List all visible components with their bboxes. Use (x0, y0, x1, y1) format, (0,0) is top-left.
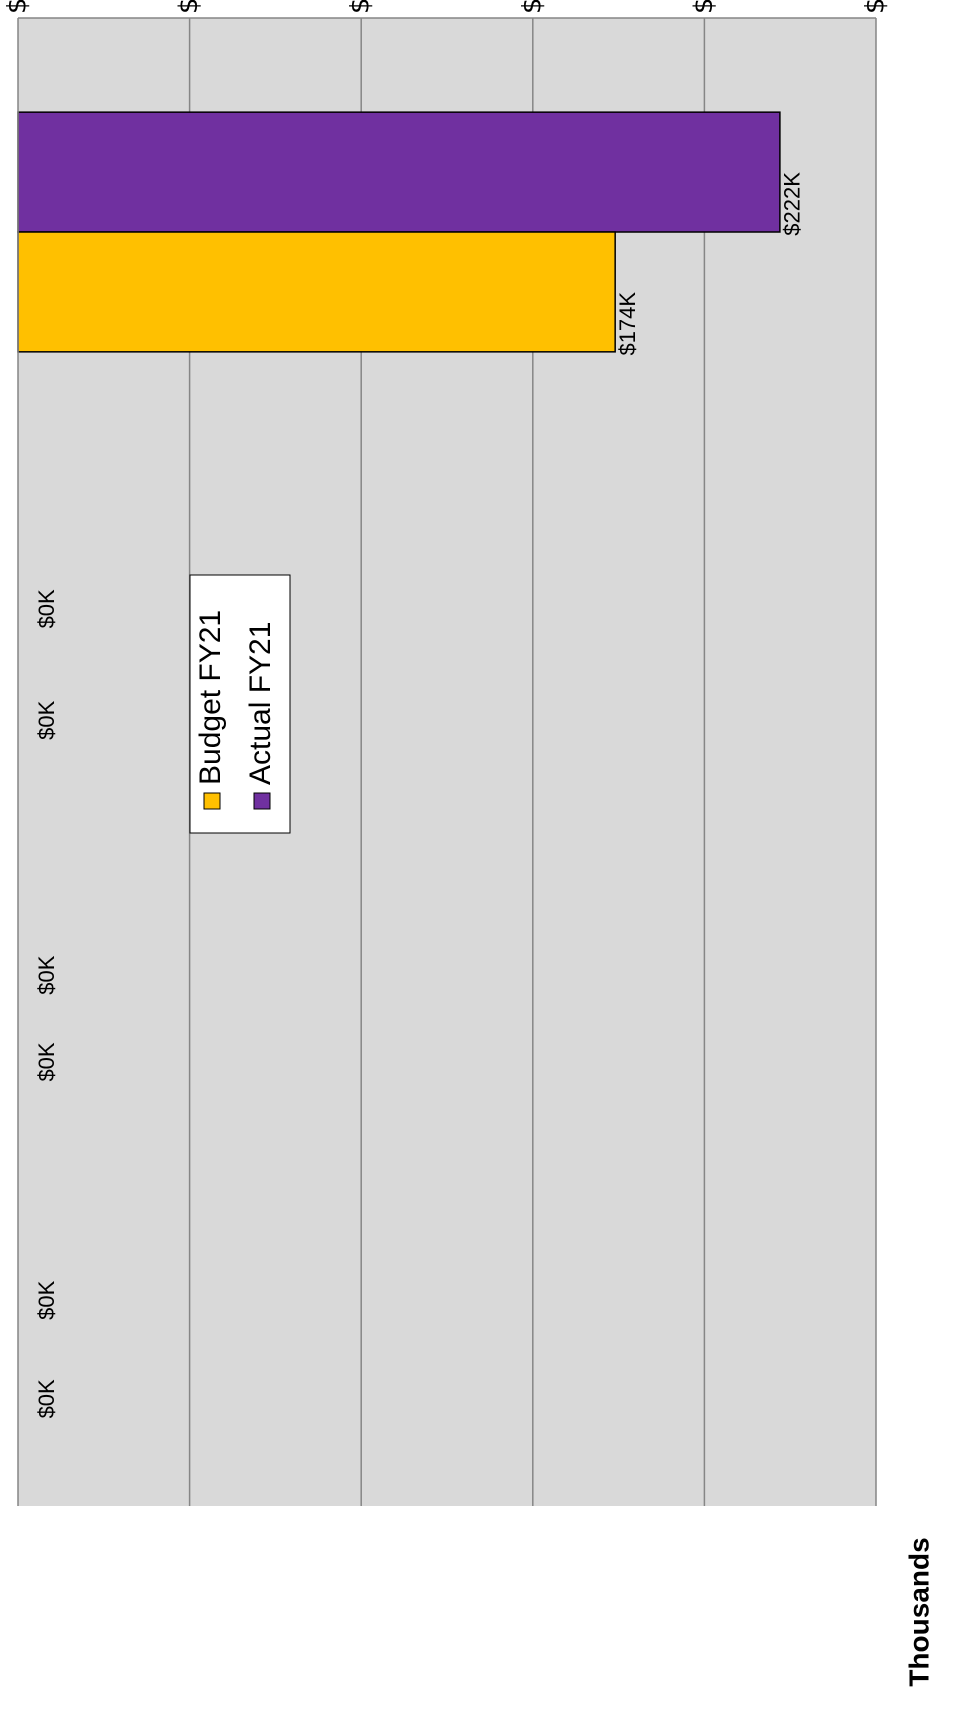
legend-box (189, 574, 291, 834)
category-label-text: Transfer to Capital Budget (TDA- (0, 463, 1, 828)
bar (17, 231, 616, 353)
rotated-chart-group: $0 $50 $100 $150 $200 $250 $222K $174K Transfer … (0, 0, 934, 1687)
value-tick-label-text: $0 (3, 0, 33, 14)
category-label: Transfer to Capital Budget ( 2016 (0, 48, 1, 417)
legend-swatch (253, 792, 271, 810)
data-label-text: $174K (615, 292, 640, 356)
data-label-text: $222K (780, 172, 805, 236)
data-label-text: $0K (34, 1280, 59, 1319)
data-label: $0K (34, 589, 59, 628)
data-label-text: $0K (34, 955, 59, 994)
legend-label-text: Budget FY21 (194, 610, 227, 785)
value-tick-label: $0 (3, 0, 33, 14)
category-label-text: Transfers to COVID Reserves* (0, 1159, 1, 1500)
category-label: Transfer to Operating and (0, 856, 1, 1141)
data-label-text: $0K (34, 700, 59, 739)
data-label-text: $0K (34, 1379, 59, 1418)
bar (17, 111, 781, 233)
value-tick-label-text: $50 (174, 0, 204, 14)
category-label-text: Transfer to Operating and (0, 856, 1, 1141)
data-label: $0K (34, 1280, 59, 1319)
data-label: $222K (780, 172, 805, 236)
data-label: $174K (615, 292, 640, 356)
category-label: Transfers to COVID Reserves* (0, 1159, 1, 1500)
axis-title-text: Thousands (903, 1537, 934, 1686)
data-label: $0K (34, 1379, 59, 1418)
legend-swatch (203, 792, 221, 810)
category-label-text: Transfer to Capital Budget ( 2016 (0, 48, 1, 417)
value-tick-label: $200 (689, 0, 719, 14)
data-label-text: $0K (34, 1042, 59, 1081)
data-label-text: $0K (34, 589, 59, 628)
axis-title: Thousands (903, 1537, 934, 1686)
legend-label: Actual FY21 (244, 622, 277, 785)
axes (17, 17, 876, 1506)
data-label: $0K (34, 955, 59, 994)
value-tick-label-text: $250 (861, 0, 891, 14)
value-tick-label-text: $100 (346, 0, 376, 14)
value-tick-label: $250 (861, 0, 891, 14)
value-tick-label: $50 (174, 0, 204, 14)
labels: $0 $50 $100 $150 $200 $250 $222K $174K Transfer … (0, 0, 934, 1687)
legend: Actual FY21 Budget FY21 (189, 574, 291, 834)
category-label: Transfer to Capital Budget (TDA- (0, 463, 1, 828)
data-label: $0K (34, 1042, 59, 1081)
value-tick-label: $150 (517, 0, 547, 14)
data-label: $0K (34, 700, 59, 739)
value-tick-label: $100 (346, 0, 376, 14)
value-tick-label-text: $150 (517, 0, 547, 14)
legend-label-text: Actual FY21 (244, 622, 277, 785)
legend-label: Budget FY21 (194, 610, 227, 785)
value-tick-label-text: $200 (689, 0, 719, 14)
plot-area (18, 18, 876, 1506)
